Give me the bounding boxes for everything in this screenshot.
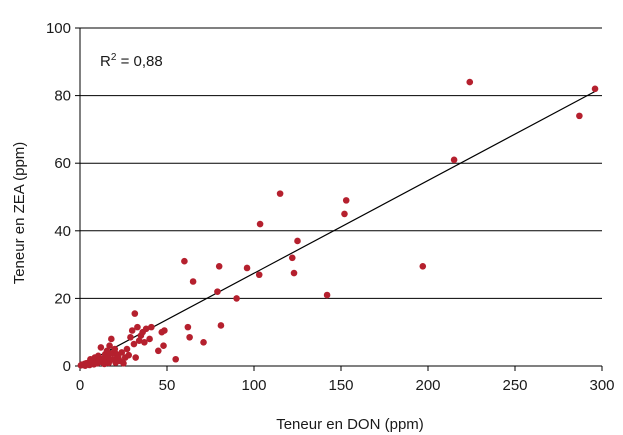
data-point [342,197,350,204]
x-tick-label: 100 [241,377,266,394]
data-point [217,322,225,329]
x-tick-label: 50 [159,377,176,394]
data-point [131,310,139,317]
data-point [128,327,136,334]
data-point [120,359,127,367]
trendline [79,90,598,367]
data-point [419,262,427,270]
data-point [132,354,139,361]
data-point [233,295,240,302]
data-point [323,291,331,299]
data-point [97,344,105,351]
gridlines [80,27,602,299]
data-point [108,335,115,343]
x-tick-label: 0 [76,377,84,394]
data-point [450,156,458,164]
data-point [111,345,119,353]
data-point [141,339,148,346]
r-squared-superscript: 2 [111,52,117,63]
data-point [127,333,134,341]
data-point [186,333,193,341]
data-point [134,323,141,331]
y-axis-title: Teneur en ZEA (ppm) [11,142,28,285]
data-point [215,262,223,270]
data-point [181,257,188,265]
y-tick-label: 0 [63,358,71,375]
data-point [148,323,155,331]
data-point [591,85,599,93]
y-axis-ticks: 0 20 40 60 80 100 [46,20,80,375]
data-point [118,349,126,356]
y-tick-label: 20 [54,290,71,307]
x-tick-label: 300 [589,377,614,394]
y-tick-label: 40 [54,223,71,240]
data-point [155,347,162,355]
r-squared-value: = 0,88 [116,53,162,70]
x-axis-title: Teneur en DON (ppm) [276,416,424,433]
data-point [172,355,179,363]
data-point [341,210,348,218]
data-point [123,345,131,353]
data-point [288,254,296,262]
data-point [576,112,583,120]
data-point [135,337,143,344]
r-squared-annotation: R2 = 0,88 [100,52,163,70]
data-point [142,325,150,333]
y-tick-label: 80 [54,88,71,105]
data-point [200,339,207,346]
data-points [77,78,599,369]
data-point [161,327,168,334]
data-point [160,342,167,350]
data-point [184,323,192,331]
x-tick-label: 250 [502,377,527,394]
data-point [243,264,251,272]
r-squared-base: R [100,53,111,70]
axes [79,28,602,367]
data-point [294,237,301,245]
trendline-group [79,90,598,367]
x-tick-label: 150 [328,377,353,394]
data-point [106,342,113,350]
data-point [189,278,197,285]
data-point [276,190,284,197]
data-point [290,269,298,277]
data-point [125,351,133,359]
data-point [130,340,138,348]
data-point [103,347,111,355]
x-tick-label: 200 [415,377,440,394]
data-point [146,335,153,343]
data-point [255,271,263,279]
data-point [214,288,221,295]
y-tick-label: 100 [46,20,71,37]
data-point [466,78,474,86]
data-point [256,220,264,228]
x-axis-ticks: 0 50 100 150 200 250 300 [76,366,615,394]
y-tick-label: 60 [54,155,71,172]
